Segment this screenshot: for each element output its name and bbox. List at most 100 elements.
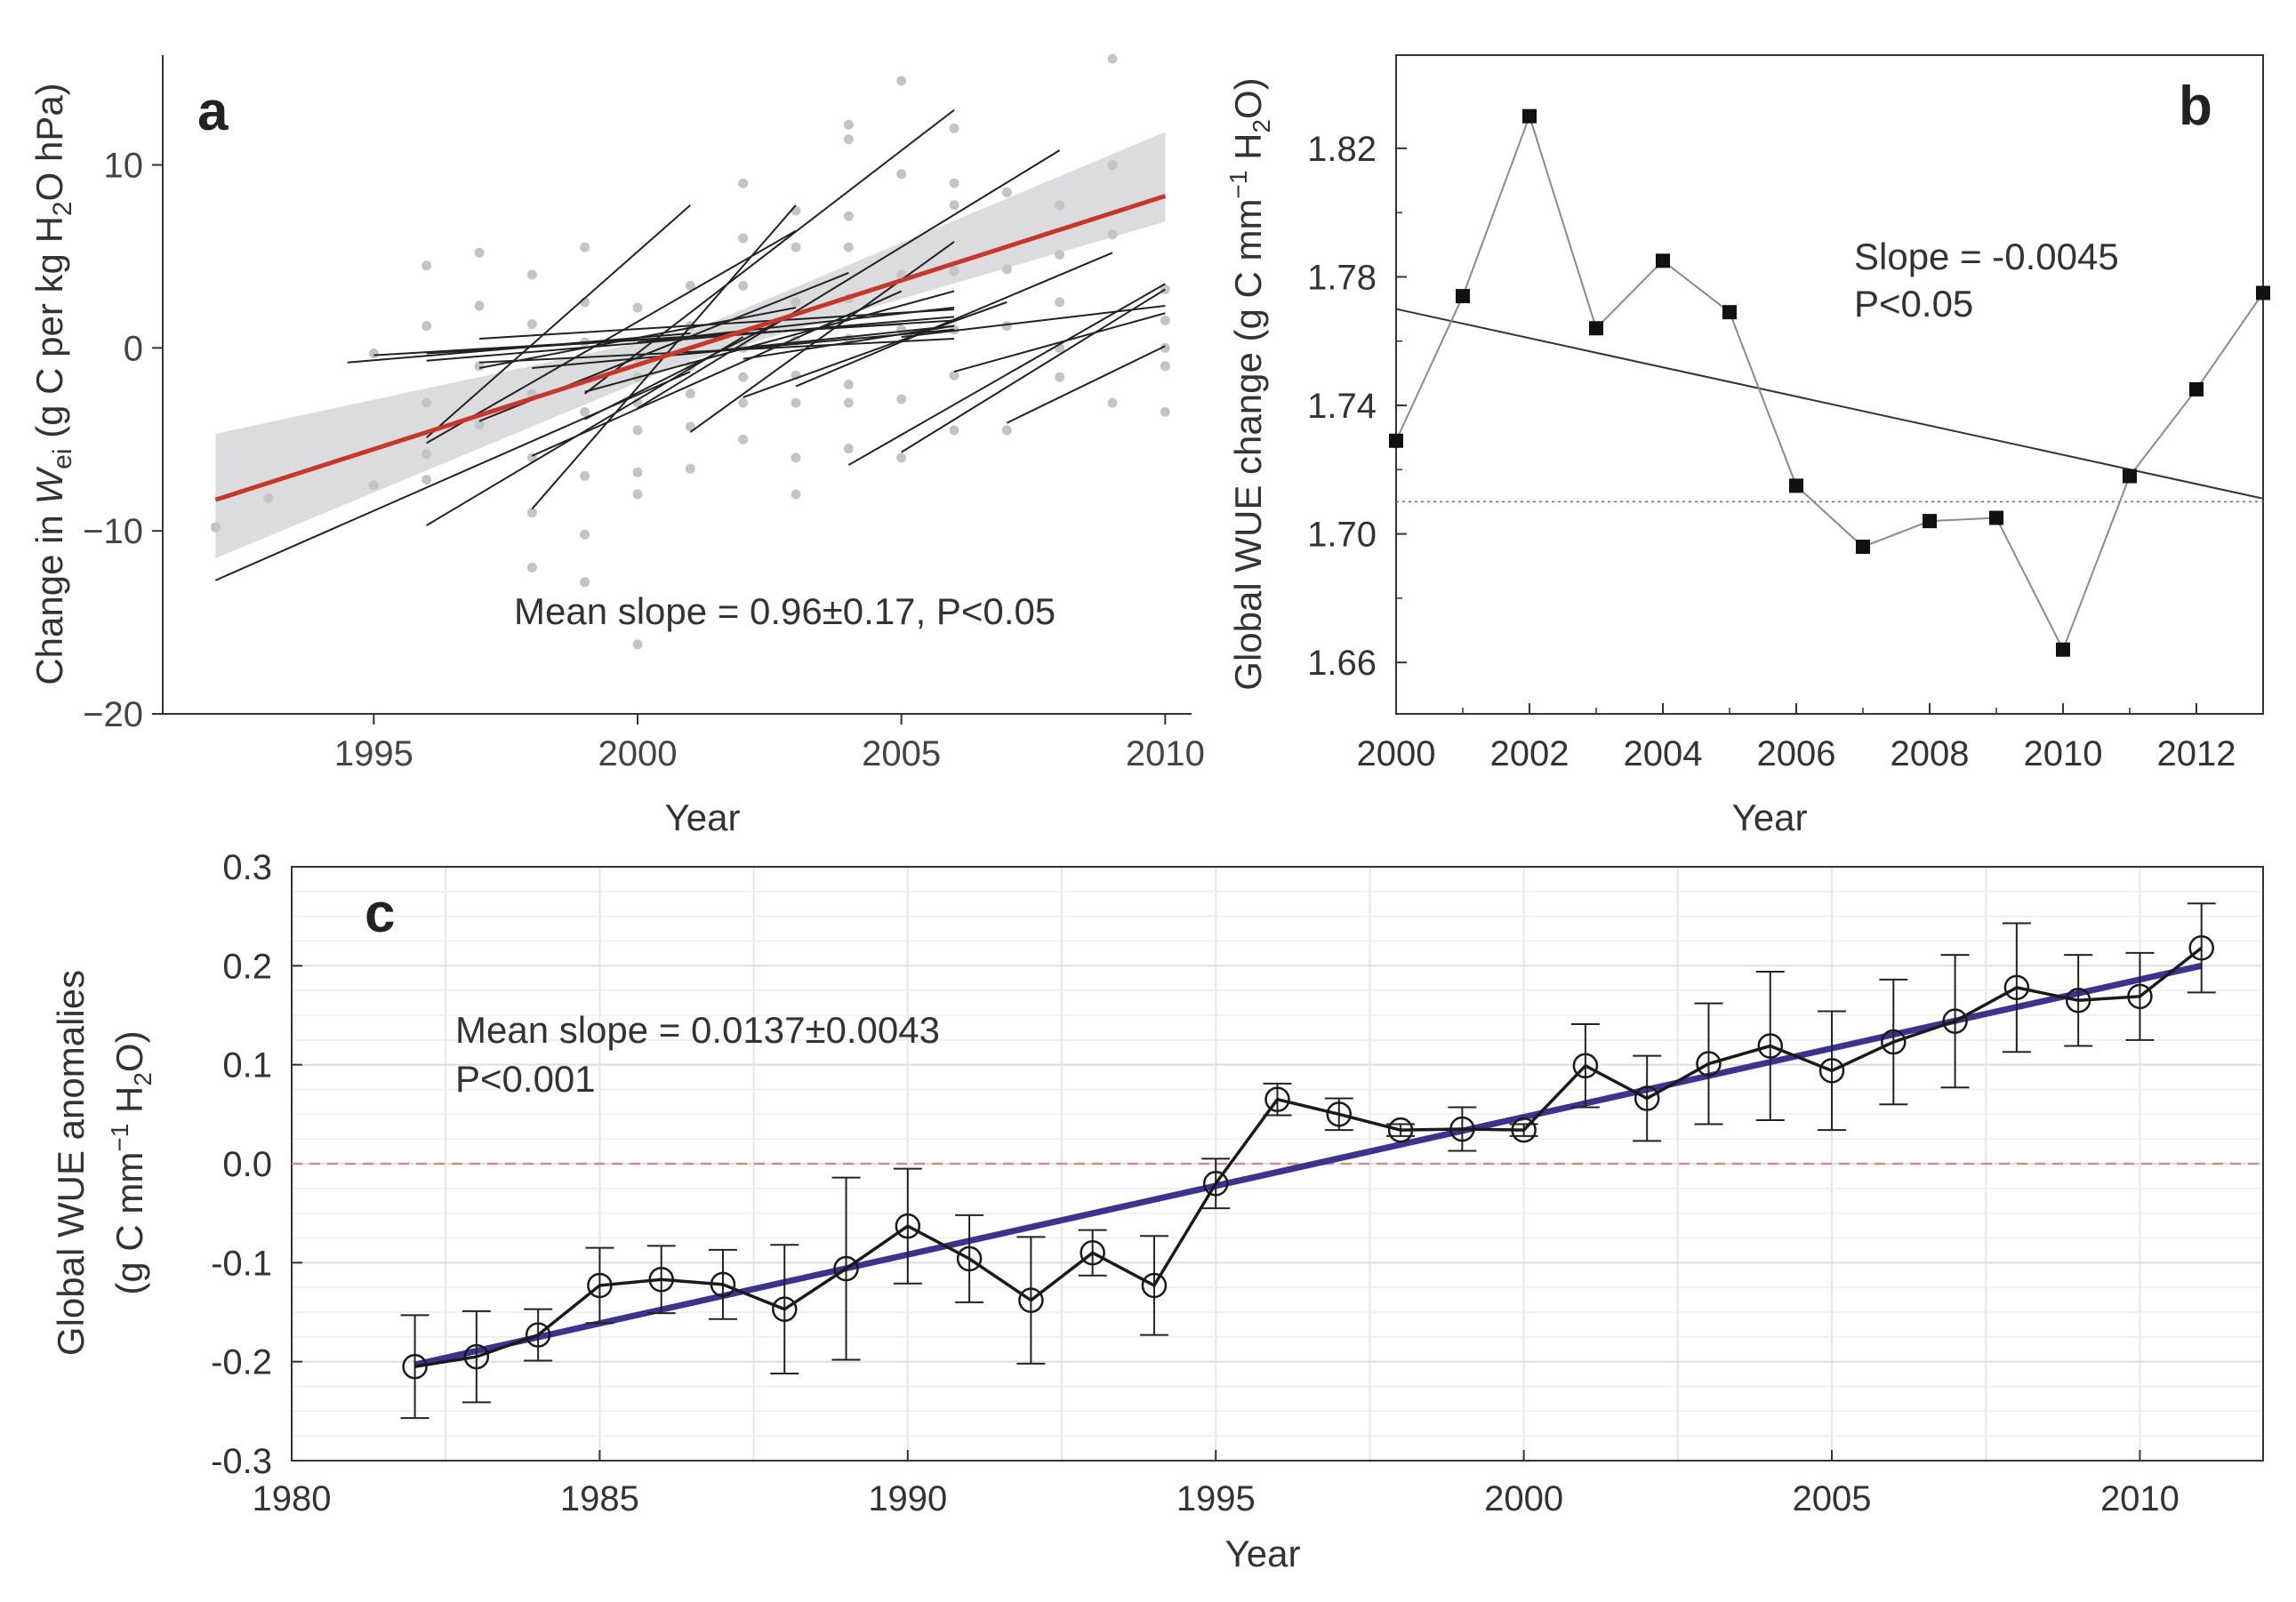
- data-marker: [2056, 642, 2070, 657]
- data-point: [685, 280, 695, 291]
- data-marker: [1722, 305, 1737, 320]
- data-marker: [2123, 469, 2137, 484]
- data-point: [1001, 321, 1012, 332]
- data-point: [949, 425, 959, 436]
- ylabel-c-sub: 2: [129, 1072, 157, 1086]
- data-point: [843, 397, 854, 408]
- data-marker: [772, 1296, 798, 1322]
- data-marker: [1942, 1008, 1968, 1034]
- data-marker: [1264, 1086, 1290, 1112]
- x-tick-label-b: 2004: [1624, 734, 1703, 773]
- x-tick-label-c: 1995: [1176, 1479, 1256, 1518]
- data-point: [474, 361, 485, 372]
- data-marker: [1856, 540, 1870, 555]
- x-tick-label-c: 2010: [2100, 1479, 2180, 1518]
- site-regression-line: [743, 324, 955, 360]
- x-tick-label-b: 2000: [1357, 734, 1436, 773]
- y-tick-label-b: 1.70: [1307, 516, 1377, 555]
- data-point: [791, 297, 801, 308]
- annotation-c-p: P<0.001: [455, 1058, 596, 1100]
- panel-c: 1980 1985 1990 1995 2000 2005 2010 0.3 0.2 0.1 0.0…: [50, 848, 2264, 1574]
- data-point: [580, 529, 590, 540]
- data-point: [843, 211, 854, 221]
- data-point: [1107, 53, 1118, 64]
- data-marker: [1923, 514, 1937, 529]
- data-point: [738, 233, 749, 244]
- data-marker: [1141, 1272, 1168, 1299]
- site-regression-line: [426, 336, 744, 526]
- site-regression-line: [584, 290, 955, 393]
- data-point: [843, 134, 854, 145]
- data-point: [263, 493, 274, 503]
- x-tick-label-c: 2005: [1793, 1479, 1872, 1518]
- data-marker: [1757, 1033, 1783, 1059]
- data-marker: [956, 1246, 983, 1272]
- data-point: [791, 242, 801, 252]
- data-point: [632, 467, 643, 477]
- data-point: [1160, 315, 1170, 325]
- site-regression-lines: [214, 108, 1166, 581]
- site-regression-line: [478, 307, 797, 369]
- data-marker: [1696, 1051, 1722, 1077]
- x-tick-label-c: 1990: [868, 1479, 947, 1518]
- data-marker: [402, 1353, 428, 1380]
- data-point: [421, 449, 432, 460]
- site-regression-line: [1006, 345, 1166, 424]
- site-regression-line: [426, 316, 955, 362]
- data-point: [738, 434, 749, 445]
- data-point: [896, 169, 907, 180]
- data-marker: [1202, 1171, 1229, 1197]
- data-point: [1055, 372, 1065, 382]
- data-marker: [2127, 983, 2153, 1010]
- y-tick-label-b: 1.74: [1307, 387, 1377, 426]
- data-marker: [1522, 108, 1537, 124]
- site-regression-line: [795, 252, 1113, 388]
- data-marker: [895, 1213, 921, 1239]
- ylabel-c-sup: −1: [106, 1124, 133, 1152]
- x-tick-label-c: 2000: [1484, 1479, 1563, 1518]
- y-tick-label-c: 0.1: [222, 1046, 272, 1085]
- data-point: [421, 321, 432, 332]
- x-tick-label-b: 2010: [2024, 734, 2103, 773]
- data-marker: [1018, 1287, 1044, 1313]
- data-point: [843, 444, 854, 454]
- data-point: [210, 522, 221, 533]
- data-point: [791, 453, 801, 463]
- panel-label-a: a: [197, 81, 229, 142]
- data-point: [632, 639, 643, 650]
- site-regression-line: [584, 108, 955, 395]
- data-point: [1107, 397, 1118, 408]
- ylabel-a-prefix: Change in: [28, 505, 70, 685]
- series-b: [1389, 108, 2270, 657]
- ylabel-a-sub2: 2: [48, 201, 77, 216]
- data-marker: [1389, 433, 1403, 448]
- data-marker: [1989, 510, 2003, 525]
- y-axis-units-c: (g C mm−1 H2O): [106, 1030, 157, 1294]
- data-point: [738, 178, 749, 188]
- data-point: [685, 421, 695, 432]
- data-marker: [2003, 974, 2030, 1001]
- data-point: [791, 205, 801, 216]
- data-point: [791, 397, 801, 408]
- data-marker: [1387, 1117, 1414, 1143]
- data-marker: [1572, 1053, 1599, 1079]
- data-point: [738, 397, 749, 408]
- data-marker: [2189, 381, 2204, 396]
- panel-label-c: c: [365, 883, 395, 944]
- data-point: [580, 406, 590, 417]
- x-axis-title-a: Year: [665, 797, 741, 838]
- panel-b-axes: 2000 2002 2004 2006 2008 2010 2012 1.82 1.78 1.74…: [1307, 54, 2264, 773]
- data-marker: [1511, 1117, 1537, 1143]
- data-point: [1107, 160, 1118, 170]
- x-axis-title-b: Year: [1732, 797, 1808, 838]
- x-tick-label-b: 2008: [1891, 734, 1970, 773]
- data-marker: [463, 1343, 490, 1370]
- y-tick-label-a: 0: [124, 329, 143, 368]
- site-regression-line: [901, 288, 1166, 453]
- data-point: [580, 242, 590, 252]
- site-regression-line: [531, 290, 903, 457]
- data-point: [1055, 200, 1065, 211]
- data-point: [632, 489, 643, 500]
- data-point: [474, 420, 485, 430]
- data-point: [474, 247, 485, 258]
